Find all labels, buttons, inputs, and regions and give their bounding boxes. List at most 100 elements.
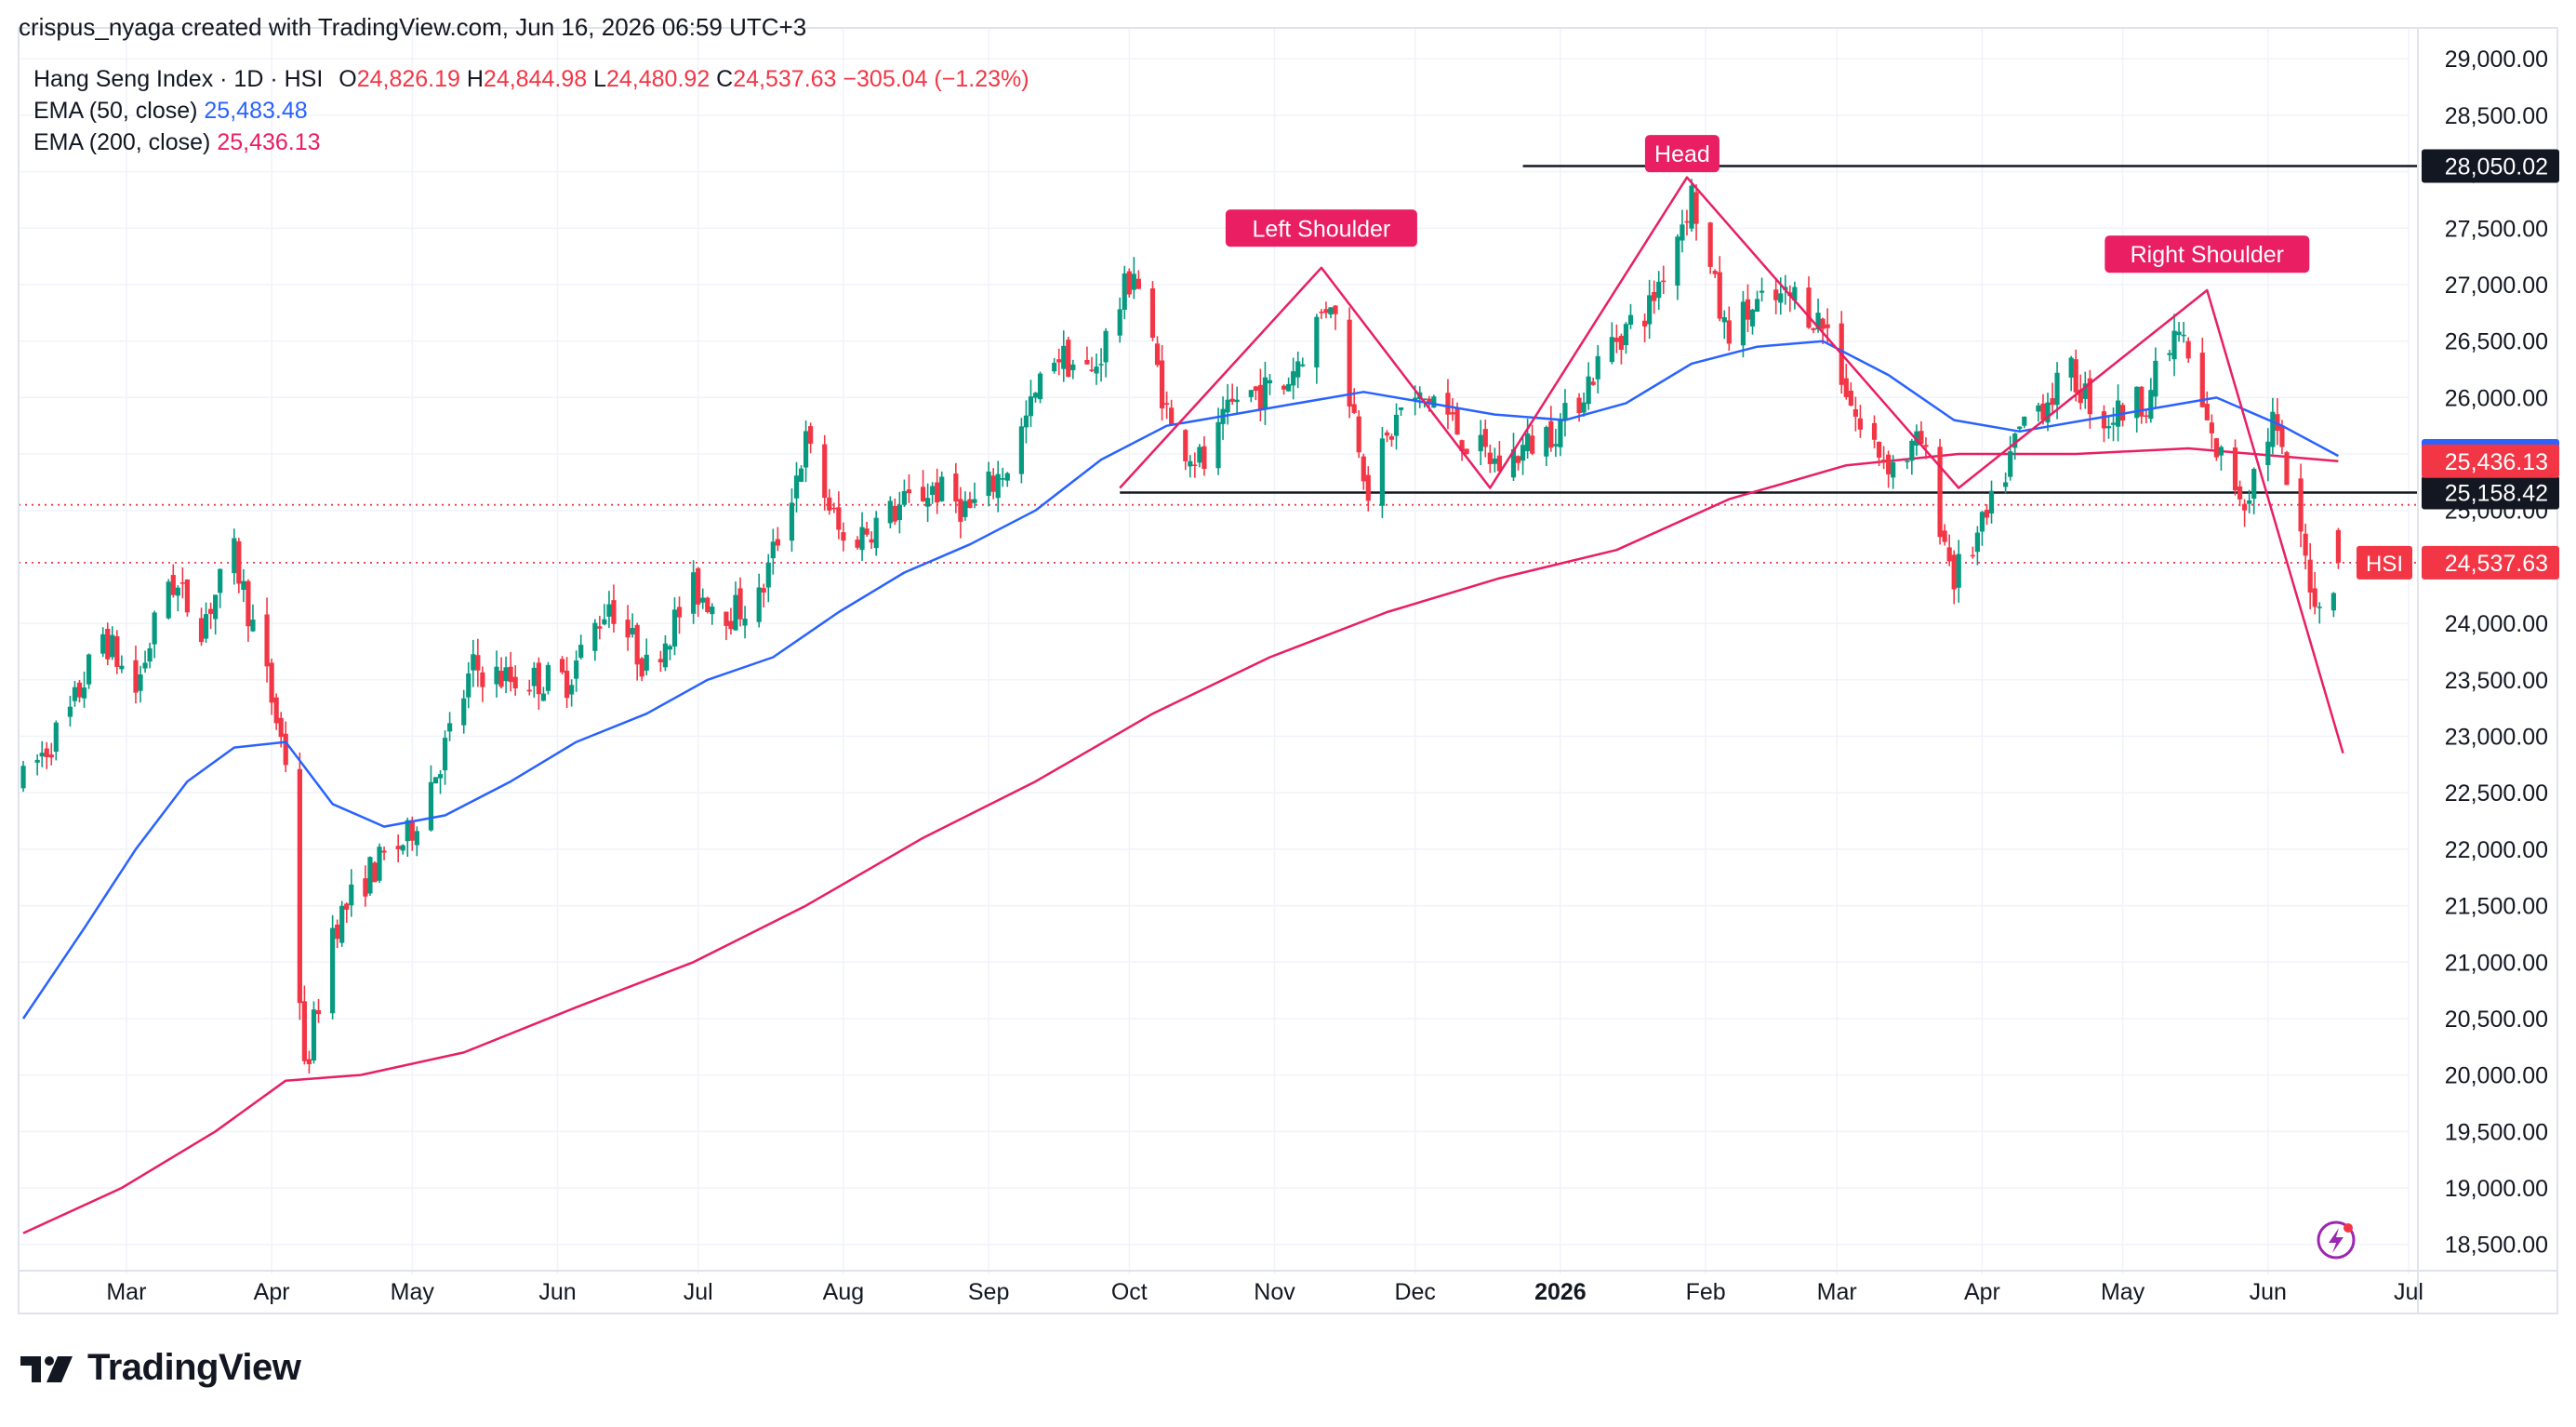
candle-body (1333, 305, 1338, 314)
candle-body (990, 475, 996, 492)
candle-body (1811, 327, 1816, 330)
candle-body (1464, 448, 1469, 454)
candle-body (995, 473, 1001, 499)
candle-body (808, 426, 814, 445)
candle-body (705, 597, 710, 612)
legend: Hang Seng Index · 1D · HSI O24,826.19 H2… (33, 63, 1029, 158)
symbol-label[interactable]: Hang Seng Index · 1D · HSI (33, 66, 324, 92)
candle-body (733, 594, 738, 631)
candle-body (48, 754, 54, 758)
high-label: H (466, 66, 484, 92)
change-value: −305.04 (−1.23%) (843, 66, 1029, 92)
candle-body (2012, 433, 2018, 448)
candle-body (1581, 402, 1587, 413)
candle-body (789, 502, 795, 541)
candle-body (363, 878, 368, 897)
candle-body (836, 507, 842, 530)
candle-body (2082, 383, 2088, 399)
candle-body (1089, 369, 1095, 371)
candle-body (667, 646, 673, 650)
price-badge-bg (2422, 444, 2559, 478)
candle-body (2279, 425, 2285, 447)
legend-price-row[interactable]: Hang Seng Index · 1D · HSI O24,826.19 H2… (33, 63, 1029, 95)
candle-body (152, 612, 157, 645)
candle-body (1586, 376, 1591, 405)
candle-body (1773, 289, 1779, 300)
candle-body (1693, 192, 1699, 224)
candle-body (475, 655, 481, 671)
candle-body (1154, 343, 1161, 366)
candle-body (724, 611, 729, 626)
candle-body (855, 540, 860, 548)
candle-body (86, 654, 92, 685)
close-label: C (716, 66, 734, 92)
candle-body (447, 723, 453, 732)
candle-body (1721, 317, 1727, 323)
candle-body (466, 673, 471, 698)
x-tick-label: Feb (1686, 1279, 1726, 1305)
candle-body (203, 614, 209, 639)
candle-body (2045, 402, 2051, 423)
candle-body (611, 600, 617, 624)
candle-body (1919, 431, 1924, 445)
ema200-line (22, 447, 2339, 1234)
candle-body (925, 498, 931, 507)
candle-body (1876, 441, 1882, 458)
tradingview-logo-icon (20, 1355, 73, 1382)
legend-ema200-row[interactable]: EMA (200, close) 25,436.13 (33, 127, 1029, 158)
candle-body (1815, 313, 1821, 329)
candle-body (1759, 290, 1765, 293)
candle-body (536, 662, 541, 695)
candle-body (2167, 353, 2172, 355)
legend-ema50-row[interactable]: EMA (50, close) 25,483.48 (33, 95, 1029, 127)
lightning-icon[interactable] (2317, 1220, 2356, 1260)
candle-body (432, 777, 439, 784)
candle-body (315, 1009, 322, 1015)
candle-body (1642, 320, 1648, 327)
chart-credit: crispus_nyaga created with TradingView.c… (19, 13, 807, 41)
candle-body (700, 597, 706, 603)
candle-body (1530, 435, 1535, 454)
candle-body (2078, 389, 2083, 404)
candle-body (2134, 386, 2140, 419)
candle-body (480, 672, 485, 687)
candle-body (1886, 454, 1892, 474)
candle-body (2199, 353, 2205, 407)
y-tick-label: 23,500.00 (2445, 668, 2548, 694)
candle-body (798, 468, 804, 482)
candle-body (2003, 482, 2009, 487)
candle-body (1562, 403, 1568, 420)
candle-body (1032, 393, 1039, 398)
candle-body (770, 541, 776, 559)
candle-body (1825, 324, 1830, 328)
candle-body (1510, 449, 1517, 478)
candle-body (691, 572, 697, 614)
tradingview-logo[interactable]: TradingView (19, 1347, 301, 1389)
candle-body (1117, 309, 1122, 336)
candle-body (1909, 440, 1915, 461)
candle-body (1450, 412, 1455, 415)
candle-body (1215, 421, 1221, 469)
ema200-value: 25,436.13 (217, 129, 321, 155)
candle-body (1970, 554, 1975, 557)
candle-body (377, 847, 382, 881)
y-tick-label: 20,000.00 (2445, 1063, 2548, 1089)
candle-body (1974, 532, 1980, 553)
candle-body (1609, 337, 1614, 363)
candle-body (414, 831, 419, 846)
y-tick-label: 23,000.00 (2445, 725, 2548, 751)
horizontal-levels (19, 165, 2418, 564)
candle-body (592, 622, 598, 651)
candle-body (2148, 390, 2154, 420)
annotation-box (1644, 135, 1720, 173)
candle-body (1188, 460, 1193, 467)
candle-body (1122, 273, 1127, 310)
candle-body (1000, 478, 1005, 480)
candle-body (494, 666, 499, 685)
candle-body (2101, 411, 2107, 429)
candle-body (1248, 390, 1254, 397)
ema50-line (21, 340, 2339, 1020)
x-tick-label: Dec (1394, 1279, 1435, 1305)
candle-body (1291, 371, 1296, 386)
